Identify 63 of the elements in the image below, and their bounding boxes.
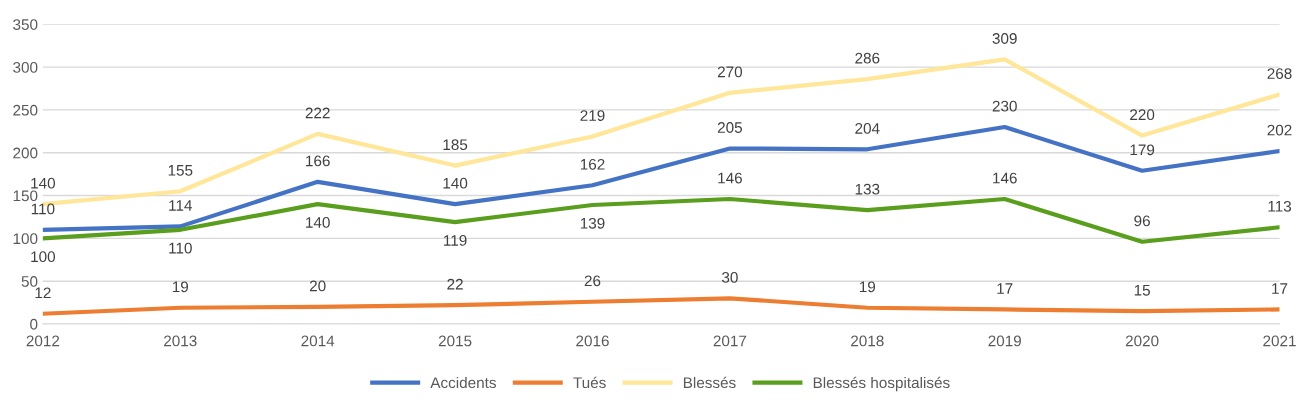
x-tick-label: 2016: [576, 335, 609, 347]
data-label: 179: [1130, 144, 1155, 156]
x-tick-label: 2018: [851, 335, 884, 347]
data-label: 26: [584, 275, 601, 287]
data-label: 119: [444, 235, 467, 246]
line-series: [42, 296, 1280, 316]
data-label: 162: [580, 158, 605, 170]
data-label: 22: [447, 278, 463, 290]
data-label: 12: [35, 287, 51, 299]
data-label: 146: [718, 172, 742, 184]
data-label: 220: [1130, 109, 1155, 121]
data-label: 286: [855, 52, 880, 64]
data-label: 110: [169, 242, 192, 254]
data-label: 140: [306, 217, 330, 228]
y-tick-label: 300: [13, 61, 38, 73]
data-label: 15: [1134, 284, 1150, 296]
x-tick-label: 2019: [988, 335, 1021, 347]
data-label: 113: [1268, 200, 1292, 212]
x-tick-label: 2014: [301, 335, 335, 347]
data-label: 205: [717, 122, 742, 133]
data-label: 19: [859, 281, 876, 293]
data-label: 139: [580, 217, 605, 229]
x-tick-label: 2015: [438, 335, 472, 347]
x-tick-label: 2012: [26, 335, 60, 347]
legend-label: Blessés hospitalisés: [813, 376, 950, 392]
data-label: 222: [305, 107, 330, 119]
data-label: 19: [172, 281, 189, 293]
data-label: 309: [992, 33, 1017, 44]
y-tick-label: 0: [30, 318, 38, 330]
y-tick-label: 150: [13, 190, 38, 202]
y-tick-label: 350: [13, 19, 38, 30]
data-label: 100: [31, 251, 56, 263]
y-tick-label: 200: [13, 147, 38, 159]
data-label: 114: [169, 200, 193, 211]
legend-label: Tués: [573, 376, 606, 389]
data-label: 20: [309, 280, 326, 292]
data-label: 133: [855, 183, 880, 195]
legend-label: Accidents: [430, 376, 496, 389]
data-label: 230: [992, 100, 1017, 112]
data-label: 155: [168, 165, 193, 176]
data-label: 110: [31, 203, 55, 215]
legend-label: Blessés: [683, 376, 736, 389]
y-tick-label: 100: [13, 233, 38, 245]
x-tick-label: 2021: [1263, 335, 1296, 347]
data-label: 268: [1267, 68, 1292, 79]
y-tick-label: 50: [21, 276, 38, 287]
data-label: 30: [721, 271, 738, 283]
data-label: 219: [580, 110, 605, 121]
data-label: 140: [31, 177, 56, 189]
data-label: 270: [717, 66, 743, 78]
data-label: 204: [855, 122, 880, 134]
data-label: 185: [443, 139, 468, 151]
data-label: 17: [997, 283, 1013, 294]
x-tick-label: 2013: [164, 335, 197, 347]
data-label: 166: [306, 155, 330, 167]
x-tick-label: 2017: [713, 335, 747, 347]
x-tick-label: 2020: [1125, 335, 1159, 347]
y-tick-label: 250: [13, 104, 38, 116]
data-label: 146: [993, 172, 1017, 184]
data-label: 96: [1134, 215, 1150, 227]
data-label: 202: [1267, 124, 1292, 136]
data-label: 140: [443, 177, 468, 189]
data-label: 17: [1272, 283, 1288, 294]
